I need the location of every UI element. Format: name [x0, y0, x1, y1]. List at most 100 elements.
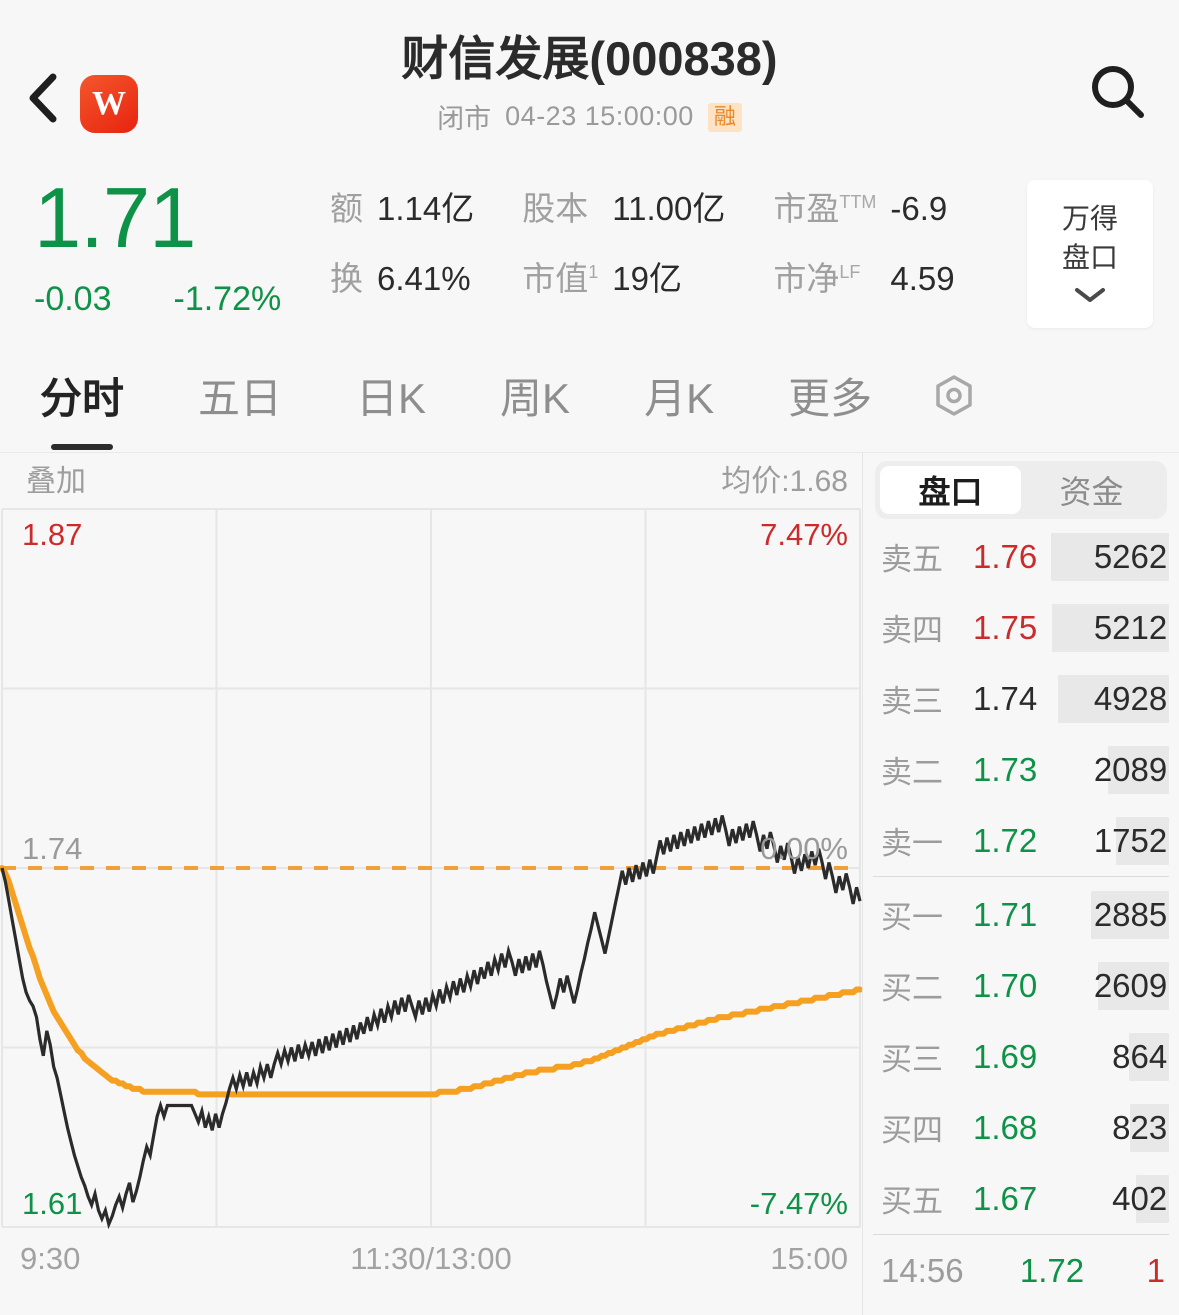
order-book-row[interactable]: 卖四 1.75 5212 [863, 592, 1179, 663]
order-volume-cell: 1752 [1051, 816, 1170, 865]
order-volume-cell: 2089 [1051, 745, 1170, 794]
order-volume-bar [1058, 674, 1170, 723]
axis-label-pct-mid: 0.00% [760, 831, 848, 866]
price-change-pct: -1.72% [173, 280, 282, 318]
order-volume-bar [1051, 532, 1170, 581]
main-body: 叠加 均价:1.68 1.87 7.47% 1.74 0.00% 1.61 -7… [0, 453, 1179, 1315]
order-price: 1.68 [973, 1108, 1038, 1146]
order-volume: 1752 [1093, 821, 1168, 859]
order-volume-cell: 823 [1051, 1103, 1170, 1152]
order-level-label: 买三 [881, 1042, 943, 1077]
order-price: 1.73 [973, 750, 1038, 788]
order-volume-cell: 864 [1051, 1032, 1170, 1081]
axis-label-low: 1.61 [22, 1186, 83, 1221]
search-icon[interactable] [1087, 62, 1149, 124]
order-volume-cell: 5212 [1051, 603, 1170, 652]
order-volume-bar [1107, 745, 1170, 794]
order-price: 1.71 [973, 895, 1038, 933]
chart-tabs: 分时 五日 日K 周K 月K 更多 [0, 345, 1179, 453]
order-book-row[interactable]: 卖五 1.76 5262 [863, 521, 1179, 592]
wind-orderbook-line1: 万得 [1061, 202, 1118, 234]
axis-label-pct-low: -7.47% [749, 1186, 848, 1221]
order-price: 1.70 [973, 966, 1038, 1004]
order-volume: 2089 [1093, 750, 1168, 788]
last-tick-row[interactable]: 14:56 1.72 1 [863, 1235, 1179, 1307]
last-tick-price: 1.72 [1019, 1252, 1085, 1289]
order-level-label: 卖一 [881, 826, 943, 861]
order-volume-bar [1052, 603, 1170, 652]
order-book-row[interactable]: 买一 1.71 2885 [863, 879, 1179, 950]
average-price-line [0, 865, 862, 1098]
order-price: 1.75 [973, 608, 1038, 646]
app-logo[interactable]: W [80, 75, 138, 133]
stat-label-pe: 市盈TTM [773, 190, 877, 227]
stat-label-shares: 股本 [522, 190, 589, 227]
stat-value-pe: -6.9 [890, 190, 948, 227]
stat-value-turnover: 6.41% [377, 260, 471, 297]
order-level-label: 卖五 [881, 542, 943, 577]
stat-value-marketcap: 19亿 [612, 260, 682, 297]
price-change-abs: -0.03 [34, 280, 112, 318]
order-book-row[interactable]: 卖二 1.73 2089 [863, 734, 1179, 805]
stats-grid: 额 1.14亿 股本 11.00亿 市盈TTM -6.9 换 6.41% 市值1… [330, 182, 955, 300]
hex-settings-icon[interactable] [930, 372, 978, 425]
order-level-label: 买二 [881, 971, 943, 1006]
chevron-down-icon [1073, 287, 1107, 308]
wind-orderbook-line2: 盘口 [1061, 241, 1118, 273]
stat-value-pb: 4.59 [890, 260, 955, 297]
order-book-row[interactable]: 买三 1.69 864 [863, 1021, 1179, 1092]
order-book-row[interactable]: 卖一 1.72 1752 [863, 805, 1179, 876]
avg-price-label: 均价:1.68 [721, 465, 848, 498]
order-book-row[interactable]: 卖三 1.74 4928 [863, 663, 1179, 734]
tab-more[interactable]: 更多 [788, 375, 873, 422]
order-book-divider [873, 876, 1169, 877]
market-status-row: 闭市 04-23 15:00:00 融 [0, 97, 1179, 136]
title-block: 财信发展(000838) 闭市 04-23 15:00:00 融 [0, 34, 1179, 136]
last-tick-time: 14:56 [881, 1252, 964, 1289]
back-chevron-icon[interactable] [26, 72, 60, 124]
order-level-label: 卖三 [881, 684, 943, 719]
order-level-label: 买四 [881, 1113, 943, 1148]
market-status: 闭市 [437, 104, 492, 135]
order-price: 1.69 [973, 1037, 1038, 1075]
order-book-row[interactable]: 买二 1.70 2609 [863, 950, 1179, 1021]
order-volume-bar [1130, 1103, 1170, 1152]
order-volume: 4928 [1093, 679, 1168, 717]
price-line [0, 815, 862, 1230]
order-volume-cell: 5262 [1051, 532, 1170, 581]
x-tick-open: 9:30 [20, 1241, 81, 1276]
order-volume-cell: 4928 [1051, 674, 1170, 723]
tab-zijin[interactable]: 资金 [1059, 474, 1124, 510]
margin-trading-badge: 融 [707, 103, 742, 133]
tab-yuek[interactable]: 月K [644, 375, 715, 422]
last-tick-volume: 1 [1146, 1252, 1165, 1289]
order-level-label: 卖四 [881, 613, 943, 648]
wind-orderbook-button[interactable]: 万得 盘口 [1027, 180, 1153, 328]
order-volume-bar [1116, 816, 1170, 865]
chart-x-axis: 9:30 11:30/13:00 15:00 [0, 1233, 862, 1295]
order-book-row[interactable]: 买五 1.67 402 [863, 1163, 1179, 1234]
order-volume-cell: 2885 [1051, 890, 1170, 939]
stat-value-amount: 1.14亿 [377, 190, 475, 227]
order-level-label: 买一 [881, 900, 943, 935]
order-level-label: 卖二 [881, 755, 943, 790]
tab-wuri[interactable]: 五日 [198, 375, 283, 422]
overlay-button[interactable]: 叠加 [26, 465, 86, 498]
order-volume: 5212 [1093, 608, 1168, 646]
tab-fenshi[interactable]: 分时 [40, 365, 124, 432]
last-price: 1.71 [34, 171, 196, 266]
tab-zhouk[interactable]: 周K [500, 375, 571, 422]
tab-pankou[interactable]: 盘口 [880, 466, 1021, 514]
tab-rik[interactable]: 日K [356, 375, 427, 422]
chart-plot-area[interactable]: 1.87 7.47% 1.74 0.00% 1.61 -7.47% [0, 503, 862, 1233]
x-tick-close: 15:00 [770, 1241, 848, 1276]
order-price: 1.74 [973, 679, 1038, 717]
order-volume-cell: 2609 [1051, 961, 1170, 1010]
stat-value-shares: 11.00亿 [612, 190, 726, 227]
quote-panel: 1.71 -0.03 -1.72% 额 1.14亿 股本 11.00亿 市盈TT… [0, 170, 1179, 345]
x-tick-noon: 11:30/13:00 [350, 1241, 512, 1276]
order-book-tabs: 盘口 资金 [875, 461, 1167, 519]
app-header: W 财信发展(000838) 闭市 04-23 15:00:00 融 [0, 0, 1179, 170]
order-book-row[interactable]: 买四 1.68 823 [863, 1092, 1179, 1163]
intraday-chart-panel: 叠加 均价:1.68 1.87 7.47% 1.74 0.00% 1.61 -7… [0, 453, 862, 1315]
